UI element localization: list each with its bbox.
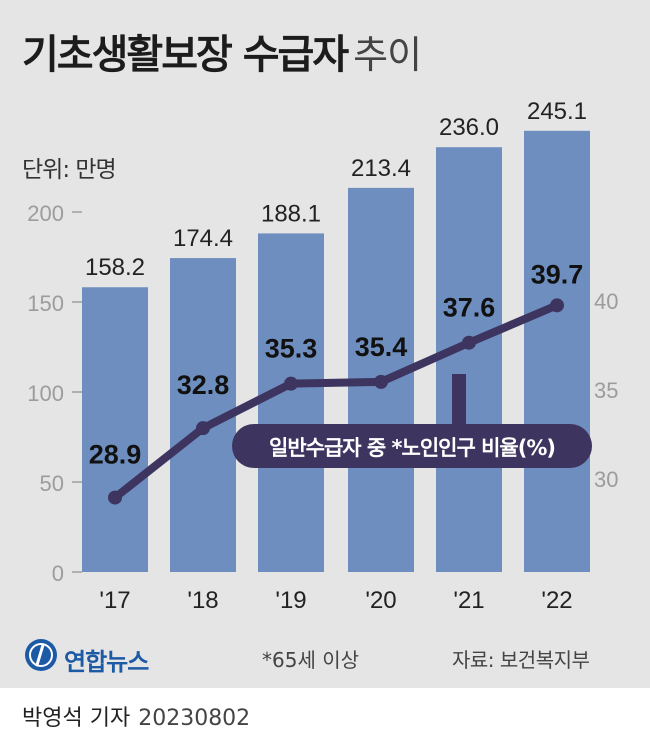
bar-value-label: 236.0 bbox=[439, 114, 499, 141]
chart-title: 기초생활보장 수급자 추이 bbox=[22, 22, 422, 80]
byline: 박영석 기자 20230802 bbox=[22, 700, 250, 732]
line-point bbox=[462, 335, 476, 350]
logo-text: 연합뉴스 bbox=[64, 648, 149, 676]
left-tick-label: 100 bbox=[27, 381, 64, 406]
line-value-label: 35.3 bbox=[265, 334, 318, 364]
right-tick-label: 35 bbox=[594, 378, 618, 403]
bar-labels: 158.2 174.4 188.1 213.4 236.0 245.1 bbox=[85, 98, 587, 281]
line-series bbox=[108, 298, 564, 505]
line-labels: 28.9 32.8 35.3 35.4 37.6 39.7 bbox=[89, 259, 584, 469]
title-main: 기초생활보장 수급자 bbox=[22, 32, 349, 78]
right-tick-label: 40 bbox=[594, 289, 618, 314]
left-axis: 0 50 100 150 200 bbox=[27, 201, 82, 586]
title-sub: 추이 bbox=[353, 33, 422, 77]
bar-value-label: 213.4 bbox=[351, 155, 411, 182]
bar-value-label: 158.2 bbox=[85, 254, 145, 281]
right-axis: 30 35 40 bbox=[594, 289, 618, 492]
legend-box bbox=[232, 424, 592, 468]
bar bbox=[258, 233, 324, 573]
bar-value-label: 188.1 bbox=[261, 200, 321, 227]
reporter-name: 박영석 기자 bbox=[22, 706, 131, 731]
line-legend: 일반수급자 중 *노인인구 비율(%) bbox=[232, 374, 592, 468]
bar bbox=[82, 287, 148, 572]
bar-value-label: 245.1 bbox=[527, 98, 587, 125]
line-point bbox=[550, 298, 564, 313]
yonhap-logo-icon bbox=[25, 639, 57, 671]
x-tick-label: '18 bbox=[187, 587, 218, 614]
line-value-label: 35.4 bbox=[355, 332, 408, 362]
bar bbox=[524, 130, 590, 572]
right-tick-label: 30 bbox=[594, 467, 618, 492]
line-point bbox=[374, 374, 388, 389]
left-tick-label: 150 bbox=[27, 291, 64, 316]
line-point bbox=[108, 490, 122, 505]
bar bbox=[436, 147, 502, 572]
x-tick-label: '21 bbox=[453, 587, 484, 614]
left-tick-label: 50 bbox=[40, 471, 64, 496]
footnote: *65세 이상 bbox=[262, 648, 360, 672]
x-tick-label: '17 bbox=[99, 587, 130, 614]
legend-pointer bbox=[440, 374, 466, 426]
bar-value-label: 174.4 bbox=[173, 225, 233, 252]
x-axis: '17 '18 '19 '20 '21 '22 bbox=[99, 587, 572, 614]
line-path bbox=[111, 301, 561, 502]
line-value-label: 37.6 bbox=[443, 293, 496, 323]
source-label: 자료: 보건복지부 bbox=[452, 648, 590, 672]
left-tick-label: 200 bbox=[27, 201, 64, 226]
x-tick-label: '20 bbox=[365, 587, 396, 614]
left-tick-label: 0 bbox=[52, 561, 64, 586]
chart-canvas: 0 50 100 150 200 30 35 40 158.2 174.4 188.1 213.4… bbox=[27, 98, 618, 614]
legend-label: 일반수급자 중 *노인인구 비율(%) bbox=[269, 436, 555, 460]
x-tick-label: '19 bbox=[275, 587, 306, 614]
unit-label: 단위: 만명 bbox=[22, 157, 117, 183]
line-point bbox=[196, 421, 210, 436]
line-value-label: 39.7 bbox=[531, 259, 584, 289]
x-tick-label: '22 bbox=[541, 587, 572, 614]
bar-series bbox=[82, 130, 590, 573]
line-value-label: 28.9 bbox=[89, 440, 142, 470]
line-value-label: 32.8 bbox=[177, 370, 230, 400]
publish-date: 20230802 bbox=[138, 706, 251, 731]
line-point bbox=[284, 376, 298, 391]
